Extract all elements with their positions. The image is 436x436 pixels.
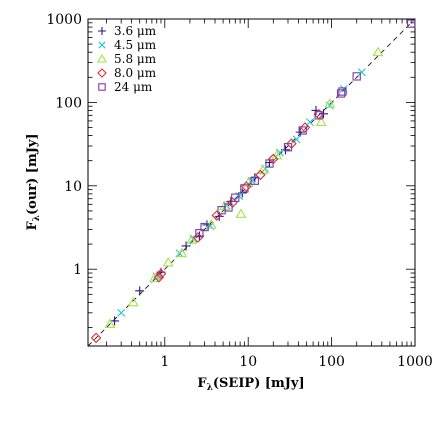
data-point — [240, 184, 249, 193]
legend-label: 4.5 μm — [114, 38, 157, 52]
x-tick-label: 10 — [239, 354, 257, 370]
data-point — [283, 143, 293, 152]
legend-label: 8.0 μm — [114, 66, 157, 80]
x-tick-label: 100 — [318, 354, 345, 370]
data-point — [205, 219, 217, 229]
data-point — [265, 159, 274, 168]
data-point — [357, 68, 366, 77]
legend-label: 3.6 μm — [114, 24, 157, 38]
data-point — [195, 229, 204, 238]
data-point — [336, 89, 346, 98]
legend-label: 24 μm — [114, 80, 153, 94]
legend-item: 4.5 μm — [98, 38, 157, 52]
data-point — [352, 72, 361, 81]
data-point — [314, 111, 323, 120]
data-point — [235, 208, 247, 218]
data-point — [275, 148, 284, 157]
data-point — [117, 308, 126, 317]
data-point — [98, 83, 106, 91]
y-tick-label: 100 — [55, 95, 82, 111]
data-point — [181, 241, 191, 251]
axis-ticks — [88, 18, 416, 346]
data-point — [97, 68, 107, 78]
x-tick-label: 1000 — [397, 354, 433, 370]
data-point — [338, 87, 347, 96]
data-point — [407, 19, 416, 28]
data-point — [90, 332, 102, 344]
y-tick-label: 10 — [64, 179, 82, 195]
data-point — [186, 234, 198, 244]
data-point — [98, 27, 106, 35]
data-point — [315, 116, 327, 127]
data-point — [110, 316, 120, 326]
plot-frame — [87, 18, 416, 347]
data-point — [298, 126, 307, 135]
data-point — [153, 272, 165, 283]
data-point — [176, 247, 188, 258]
data-point — [319, 109, 329, 119]
legend-label: 5.8 μm — [114, 52, 157, 66]
data-point — [135, 286, 145, 296]
y-tick-label: 1000 — [46, 12, 82, 28]
data-point — [231, 193, 240, 202]
data-point — [98, 41, 106, 49]
data-point — [127, 296, 139, 307]
x-axis-label: Fλ(SEIP) [mJy] — [197, 376, 304, 393]
data-point — [211, 210, 223, 221]
data-point — [255, 169, 266, 181]
legend-item: 3.6 μm — [98, 24, 157, 38]
data-point — [295, 127, 305, 137]
data-point — [162, 256, 174, 267]
data-point — [305, 118, 314, 127]
y-tick-label: 1 — [73, 262, 82, 278]
data-point — [97, 53, 107, 63]
x-tick-label: 1 — [160, 354, 169, 370]
data-point — [250, 176, 259, 185]
legend-item: 24 μm — [98, 80, 153, 94]
x-tick-labels: 1 10 100 1000 — [160, 354, 432, 370]
data-points — [90, 19, 416, 344]
y-tick-labels: 1 10 100 1000 — [46, 12, 82, 278]
series — [110, 105, 329, 326]
data-point — [192, 232, 204, 243]
legend-item: 5.8 μm — [97, 52, 157, 66]
y-axis-label: Fλ(our) [mJy] — [25, 133, 42, 230]
series — [195, 19, 416, 238]
data-point — [148, 272, 160, 283]
data-point — [104, 318, 116, 328]
data-point — [155, 268, 167, 280]
data-point — [224, 203, 233, 212]
data-point — [324, 98, 336, 108]
data-point — [299, 122, 311, 133]
data-point — [200, 222, 209, 232]
data-point — [372, 46, 384, 57]
legend-item: 8.0 μm — [97, 66, 157, 80]
